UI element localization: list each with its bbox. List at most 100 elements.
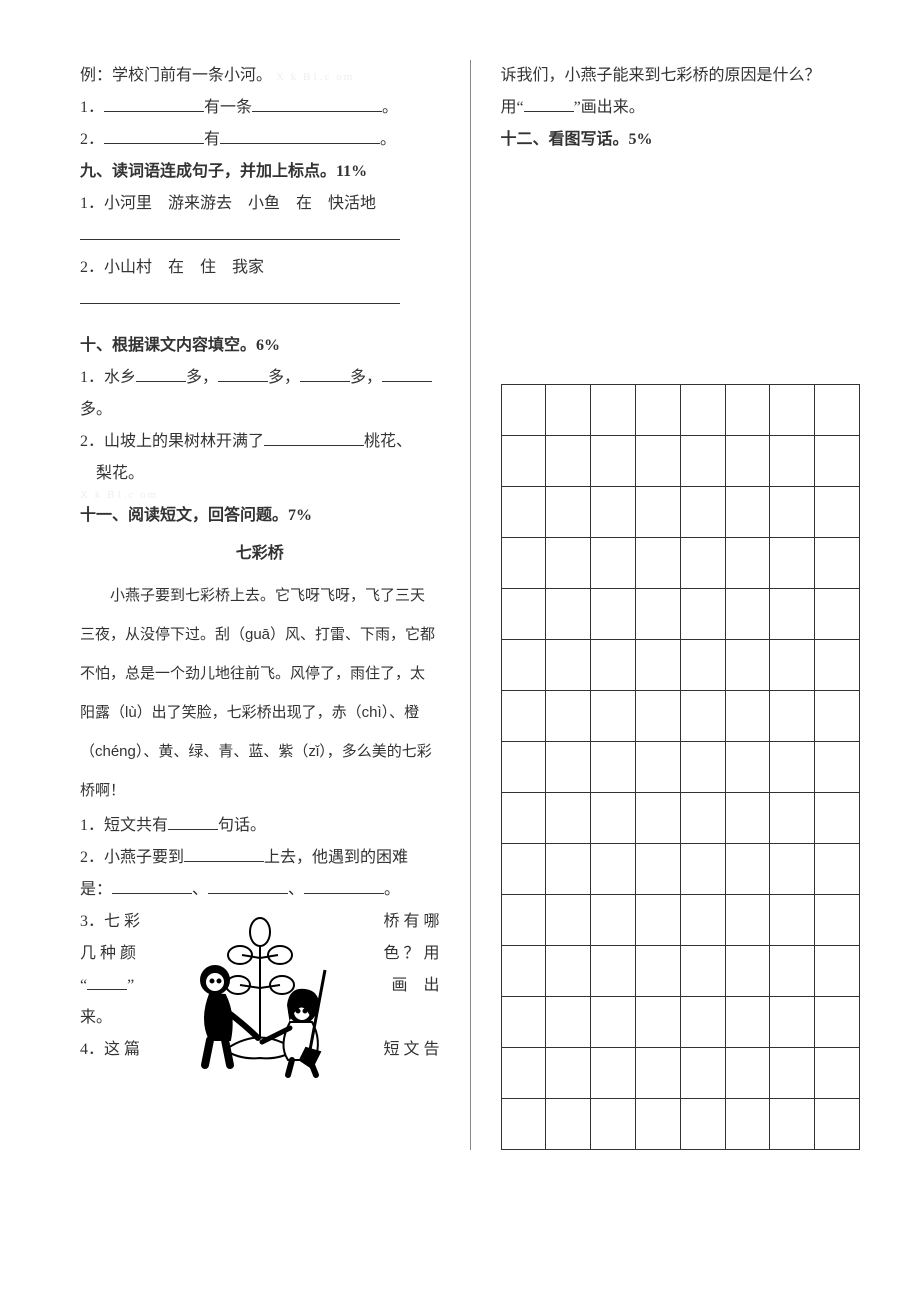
grid-cell[interactable] <box>501 640 546 691</box>
grid-cell[interactable] <box>770 691 815 742</box>
grid-cell[interactable] <box>815 589 860 640</box>
blank[interactable] <box>112 879 192 894</box>
grid-cell[interactable] <box>815 385 860 436</box>
grid-cell[interactable] <box>770 997 815 1048</box>
blank[interactable] <box>264 431 364 446</box>
grid-cell[interactable] <box>635 946 680 997</box>
grid-cell[interactable] <box>591 640 636 691</box>
blank[interactable] <box>252 97 382 112</box>
grid-cell[interactable] <box>591 436 636 487</box>
grid-cell[interactable] <box>635 844 680 895</box>
grid-cell[interactable] <box>635 385 680 436</box>
blank[interactable] <box>104 97 204 112</box>
blank[interactable] <box>300 367 350 382</box>
grid-cell[interactable] <box>725 640 770 691</box>
grid-cell[interactable] <box>770 589 815 640</box>
answer-line[interactable] <box>80 225 400 240</box>
grid-cell[interactable] <box>635 1048 680 1099</box>
grid-cell[interactable] <box>680 742 725 793</box>
grid-cell[interactable] <box>635 742 680 793</box>
grid-cell[interactable] <box>591 1048 636 1099</box>
blank[interactable] <box>87 975 127 990</box>
grid-cell[interactable] <box>815 844 860 895</box>
answer-line[interactable] <box>80 289 400 304</box>
blank[interactable] <box>184 847 264 862</box>
grid-cell[interactable] <box>815 742 860 793</box>
grid-cell[interactable] <box>680 691 725 742</box>
grid-cell[interactable] <box>725 1099 770 1150</box>
grid-cell[interactable] <box>635 691 680 742</box>
grid-cell[interactable] <box>591 997 636 1048</box>
grid-cell[interactable] <box>725 1048 770 1099</box>
grid-cell[interactable] <box>680 589 725 640</box>
grid-cell[interactable] <box>725 793 770 844</box>
grid-cell[interactable] <box>546 742 591 793</box>
grid-cell[interactable] <box>635 895 680 946</box>
grid-cell[interactable] <box>770 436 815 487</box>
grid-cell[interactable] <box>680 436 725 487</box>
grid-cell[interactable] <box>546 538 591 589</box>
grid-cell[interactable] <box>501 793 546 844</box>
grid-cell[interactable] <box>815 487 860 538</box>
grid-cell[interactable] <box>680 1099 725 1150</box>
grid-cell[interactable] <box>725 691 770 742</box>
grid-cell[interactable] <box>501 487 546 538</box>
grid-cell[interactable] <box>770 742 815 793</box>
blank[interactable] <box>104 129 204 144</box>
grid-cell[interactable] <box>501 946 546 997</box>
grid-cell[interactable] <box>680 1048 725 1099</box>
grid-cell[interactable] <box>680 946 725 997</box>
grid-cell[interactable] <box>635 487 680 538</box>
grid-cell[interactable] <box>591 385 636 436</box>
grid-cell[interactable] <box>501 1099 546 1150</box>
grid-cell[interactable] <box>725 742 770 793</box>
grid-cell[interactable] <box>725 487 770 538</box>
grid-cell[interactable] <box>501 997 546 1048</box>
grid-cell[interactable] <box>501 538 546 589</box>
grid-cell[interactable] <box>680 895 725 946</box>
grid-cell[interactable] <box>635 793 680 844</box>
grid-cell[interactable] <box>770 844 815 895</box>
grid-cell[interactable] <box>815 895 860 946</box>
grid-cell[interactable] <box>725 589 770 640</box>
grid-cell[interactable] <box>546 1099 591 1150</box>
blank[interactable] <box>208 879 288 894</box>
grid-cell[interactable] <box>591 895 636 946</box>
grid-cell[interactable] <box>635 538 680 589</box>
grid-cell[interactable] <box>725 538 770 589</box>
writing-grid[interactable] <box>501 384 861 1150</box>
grid-cell[interactable] <box>635 640 680 691</box>
grid-cell[interactable] <box>815 436 860 487</box>
blank[interactable] <box>220 129 380 144</box>
grid-cell[interactable] <box>591 946 636 997</box>
grid-cell[interactable] <box>725 997 770 1048</box>
grid-cell[interactable] <box>591 538 636 589</box>
grid-cell[interactable] <box>546 385 591 436</box>
grid-cell[interactable] <box>546 436 591 487</box>
grid-cell[interactable] <box>725 436 770 487</box>
grid-cell[interactable] <box>680 385 725 436</box>
blank[interactable] <box>304 879 384 894</box>
blank[interactable] <box>136 367 186 382</box>
grid-cell[interactable] <box>501 844 546 895</box>
grid-cell[interactable] <box>680 844 725 895</box>
grid-cell[interactable] <box>815 1099 860 1150</box>
grid-cell[interactable] <box>770 487 815 538</box>
grid-cell[interactable] <box>591 1099 636 1150</box>
grid-cell[interactable] <box>815 793 860 844</box>
grid-cell[interactable] <box>591 742 636 793</box>
grid-cell[interactable] <box>501 691 546 742</box>
grid-cell[interactable] <box>546 895 591 946</box>
grid-cell[interactable] <box>815 1048 860 1099</box>
grid-cell[interactable] <box>591 844 636 895</box>
grid-cell[interactable] <box>546 946 591 997</box>
grid-cell[interactable] <box>501 895 546 946</box>
grid-cell[interactable] <box>770 640 815 691</box>
grid-cell[interactable] <box>501 385 546 436</box>
grid-cell[interactable] <box>501 742 546 793</box>
grid-cell[interactable] <box>501 589 546 640</box>
grid-cell[interactable] <box>591 793 636 844</box>
grid-cell[interactable] <box>725 895 770 946</box>
grid-cell[interactable] <box>815 538 860 589</box>
grid-cell[interactable] <box>770 1099 815 1150</box>
